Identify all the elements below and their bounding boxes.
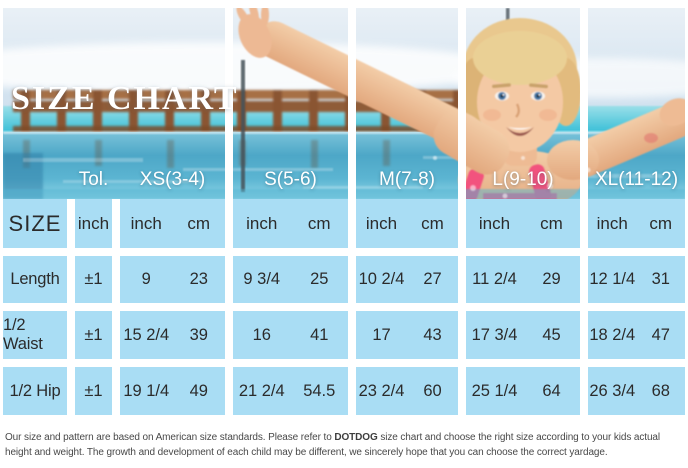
cm-value: 23 xyxy=(189,270,208,288)
footer-note: Our size and pattern are based on Americ… xyxy=(5,431,686,460)
inch-value: 9 xyxy=(141,270,151,288)
table-header-units-xs: inch cm xyxy=(120,199,225,248)
inch-value: 26 3/4 xyxy=(589,381,636,400)
table-header-units-s: inch cm xyxy=(233,199,348,248)
row-label-waist: 1/2 Waist xyxy=(3,311,67,359)
length-l: 11 2/4 29 xyxy=(466,256,580,303)
inch-value: 12 1/4 xyxy=(589,270,636,288)
unit-cm: cm xyxy=(540,213,563,233)
unit-cm: cm xyxy=(307,213,331,233)
inch-value: 23 2/4 xyxy=(358,381,405,400)
photo-column-divider xyxy=(225,8,233,199)
inch-value: 19 1/4 xyxy=(123,381,170,400)
photo-column-divider xyxy=(348,8,356,199)
cm-value: 45 xyxy=(542,325,561,344)
tolerance-value: ±1 xyxy=(75,311,112,359)
cm-value: 27 xyxy=(423,270,442,288)
photo-banner: SIZE CHART Tol. XS(3-4) S(5-6) M(7-8) L(… xyxy=(3,8,685,199)
waist-m: 17 43 xyxy=(356,311,458,359)
tolerance-value: ±1 xyxy=(75,367,112,415)
waist-xl: 18 2/4 47 xyxy=(588,311,685,359)
row-label-length: Length xyxy=(3,256,67,303)
cm-value: 29 xyxy=(542,270,561,288)
page-title: SIZE CHART xyxy=(11,80,239,117)
cm-value: 39 xyxy=(189,325,208,344)
inch-value: 18 2/4 xyxy=(589,325,636,344)
cm-value: 49 xyxy=(189,381,208,400)
table-header-units-m: inch cm xyxy=(356,199,458,248)
length-xs: 9 23 xyxy=(120,256,225,303)
size-table: SIZE inch inch cm inch cm inch cm inch c… xyxy=(3,199,685,415)
size-column-label-xl: XL(11-12) xyxy=(594,169,679,190)
table-header-units-xl: inch cm xyxy=(588,199,685,248)
size-column-label-xs: XS(3-4) xyxy=(139,169,206,190)
inch-value: 21 2/4 xyxy=(238,381,285,400)
waist-l: 17 3/4 45 xyxy=(466,311,580,359)
hip-l: 25 1/4 64 xyxy=(466,367,580,415)
unit-inch: inch xyxy=(596,213,628,233)
inch-value: 17 3/4 xyxy=(471,325,518,344)
unit-cm: cm xyxy=(187,213,211,233)
inch-value: 9 3/4 xyxy=(243,270,281,288)
table-header-size: SIZE xyxy=(3,199,67,248)
photo-column-divider xyxy=(458,8,466,199)
waist-s: 16 41 xyxy=(233,311,348,359)
tolerance-value: ±1 xyxy=(75,256,112,303)
inch-value: 17 xyxy=(372,325,391,344)
inch-value: 15 2/4 xyxy=(123,325,170,344)
row-label-hip: 1/2 Hip xyxy=(3,367,67,415)
size-label-spacer xyxy=(3,191,67,199)
cm-value: 25 xyxy=(310,270,329,288)
hip-xs: 19 1/4 49 xyxy=(120,367,225,415)
hip-s: 21 2/4 54.5 xyxy=(233,367,348,415)
photo-column-divider xyxy=(580,8,588,199)
unit-inch: inch xyxy=(365,213,398,233)
unit-inch: inch xyxy=(478,213,511,233)
footer-text-before: Our size and pattern are based on Americ… xyxy=(5,432,335,443)
cm-value: 64 xyxy=(542,381,561,400)
cm-value: 43 xyxy=(423,325,442,344)
length-s: 9 3/4 25 xyxy=(233,256,348,303)
inch-value: 10 2/4 xyxy=(358,270,405,288)
unit-inch: inch xyxy=(130,213,162,233)
length-m: 10 2/4 27 xyxy=(356,256,458,303)
cm-value: 68 xyxy=(651,381,670,400)
size-column-label-l: L(9-10) xyxy=(492,169,554,190)
size-column-label-m: M(7-8) xyxy=(379,169,435,190)
unit-cm: cm xyxy=(421,213,444,233)
unit-inch: inch xyxy=(246,213,278,233)
inch-value: 16 xyxy=(252,325,271,344)
cm-value: 54.5 xyxy=(303,381,336,400)
hip-xl: 26 3/4 68 xyxy=(588,367,685,415)
tolerance-column-label: Tol. xyxy=(78,169,109,190)
cm-value: 41 xyxy=(310,325,329,344)
size-label-row: Tol. XS(3-4) S(5-6) M(7-8) L(9-10) XL(11… xyxy=(3,158,685,199)
unit-cm: cm xyxy=(649,213,673,233)
inch-value: 25 1/4 xyxy=(471,381,518,400)
size-column-label-s: S(5-6) xyxy=(264,169,317,190)
cm-value: 47 xyxy=(651,325,670,344)
table-header-units-l: inch cm xyxy=(466,199,580,248)
cm-value: 31 xyxy=(651,270,670,288)
beach-photo-illustration xyxy=(3,8,685,199)
length-xl: 12 1/4 31 xyxy=(588,256,685,303)
inch-value: 11 2/4 xyxy=(472,270,517,288)
table-header-tol-unit: inch xyxy=(75,199,112,248)
cm-value: 60 xyxy=(423,381,442,400)
hip-m: 23 2/4 60 xyxy=(356,367,458,415)
footer-text-after: size chart and choose the right size acc… xyxy=(5,432,660,458)
brand-name: DOTDOG xyxy=(334,432,378,443)
waist-xs: 15 2/4 39 xyxy=(120,311,225,359)
